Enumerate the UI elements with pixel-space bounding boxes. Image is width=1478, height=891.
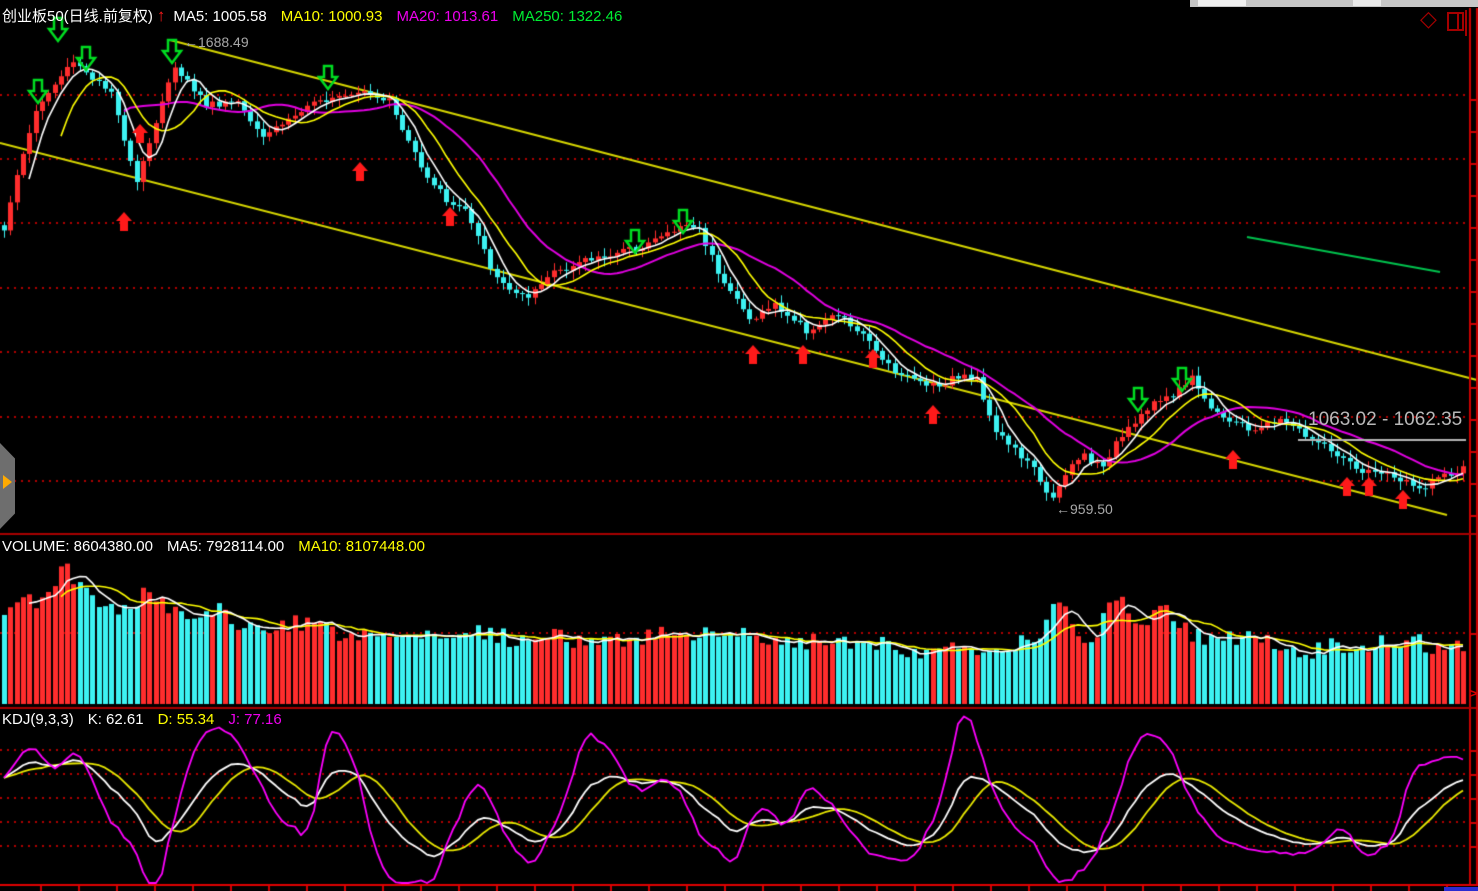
main-pane-header: 创业板50(日线.前复权) ↑ MA5: 1005.58 MA10: 1000.93 M… xyxy=(2,5,636,26)
kdj-pane-header: KDJ(9,3,3) K: 62.61 D: 55.34 J: 77.16 xyxy=(2,711,296,728)
kdj-name: KDJ(9,3,3) xyxy=(2,711,74,728)
ma250-value: MA250: 1322.46 xyxy=(512,8,623,25)
top-scrollbar-strip[interactable] xyxy=(1190,0,1478,7)
ma10-value: MA10: 1000.93 xyxy=(280,8,383,25)
diamond-icon[interactable]: ◇ xyxy=(1420,6,1437,31)
high-price-label: ←1688.49 xyxy=(184,34,249,50)
pane-resize-icon[interactable]: > xyxy=(1469,685,1478,701)
window-edge-bar xyxy=(1465,10,1467,36)
kdj-d-value: D: 55.34 xyxy=(157,711,215,728)
symbol-title: 创业板50(日线.前复权) xyxy=(2,8,153,25)
sidebar-expand-arrow-icon[interactable] xyxy=(3,475,12,489)
vol-ma5-value: MA5: 7928114.00 xyxy=(166,538,285,555)
kdj-k-value: K: 62.61 xyxy=(87,711,144,728)
buy-signal-legend-icon: ↑ xyxy=(156,6,166,25)
low-price-label: ←959.50 xyxy=(1056,501,1113,517)
price-range-label: 1063.02 - 1062.35 xyxy=(1308,409,1463,430)
volume-pane-header: VOLUME: 8604380.00 MA5: 7928114.00 MA10: 8… xyxy=(2,538,439,555)
ma20-value: MA20: 1013.61 xyxy=(396,8,499,25)
vol-ma10-value: MA10: 8107448.00 xyxy=(298,538,426,555)
bottom-scrollbar-thumb[interactable] xyxy=(1444,887,1478,891)
window-layout-icon-divider xyxy=(1457,14,1459,29)
window-layout-icon[interactable] xyxy=(1447,12,1464,31)
ma5-value: MA5: 1005.58 xyxy=(173,8,267,25)
scrollbar-notch xyxy=(1198,0,1246,6)
kdj-j-value: J: 77.16 xyxy=(228,711,282,728)
scrollbar-notch xyxy=(1353,0,1381,6)
volume-value: VOLUME: 8604380.00 xyxy=(2,538,153,555)
